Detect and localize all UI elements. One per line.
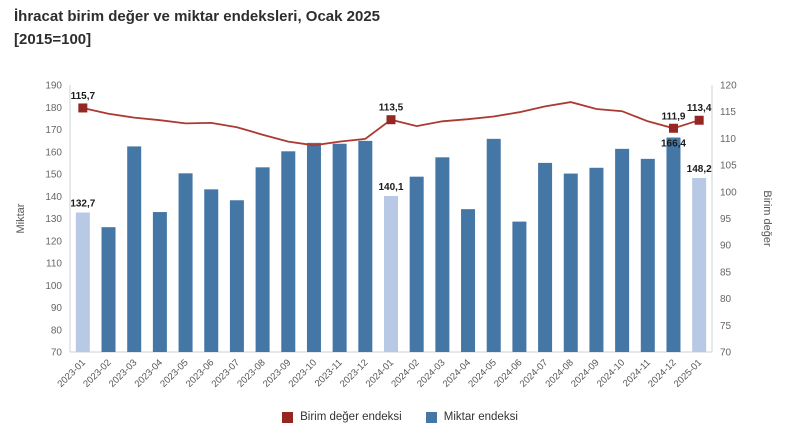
chart-title: İhracat birim değer ve miktar endeksleri… xyxy=(14,8,381,25)
bar-2024-10 xyxy=(615,148,630,352)
bar-2023-10 xyxy=(306,142,321,352)
marker-2025-01 xyxy=(694,115,704,125)
right-axis-tick: 85 xyxy=(720,267,732,278)
legend-swatch-birim-deger-icon xyxy=(282,411,294,423)
chart-title-block: İhracat birim değer ve miktar endeksleri… xyxy=(14,5,380,52)
legend-label-birim-deger: Birim değer endeksi xyxy=(300,411,402,423)
left-axis-tick: 100 xyxy=(45,281,62,292)
bar-2023-08 xyxy=(255,167,270,352)
right-axis-title: Birim değer xyxy=(761,190,773,247)
bar-2024-06 xyxy=(512,221,527,352)
left-axis-tick: 110 xyxy=(46,259,62,270)
bar-value-label: 166,4 xyxy=(661,138,686,149)
line-value-label: 111,9 xyxy=(662,111,686,122)
bar-2024-09 xyxy=(589,167,604,352)
legend-swatch-miktar-icon xyxy=(425,411,437,423)
bar-value-label: 148,2 xyxy=(687,164,712,175)
legend-item-birim-deger[interactable]: Birim değer endeksi xyxy=(282,411,402,423)
left-axis-tick: 170 xyxy=(45,125,62,136)
bar-2024-01 xyxy=(384,196,398,352)
left-axis-tick: 90 xyxy=(51,303,63,314)
chart-legend: Birim değer endeksi Miktar endeksi xyxy=(0,411,800,423)
right-axis-tick: 75 xyxy=(720,321,732,332)
left-axis-tick: 120 xyxy=(45,236,62,247)
x-axis-label: 2023-10 xyxy=(287,357,319,389)
right-axis-tick: 80 xyxy=(720,294,732,305)
bar-2023-05 xyxy=(178,173,193,352)
bar-2023-01 xyxy=(75,212,90,352)
bar-2024-11 xyxy=(640,158,655,352)
x-axis-label: 2024-10 xyxy=(595,357,627,389)
bar-2023-09 xyxy=(281,151,296,352)
bar-value-label: 132,7 xyxy=(70,198,95,209)
marker-2024-01 xyxy=(386,115,396,125)
bar-2023-04 xyxy=(152,212,167,352)
left-axis-tick: 150 xyxy=(45,170,62,181)
right-axis-tick: 110 xyxy=(720,134,736,145)
legend-label-miktar: Miktar endeksi xyxy=(443,411,518,423)
right-axis-tick: 115 xyxy=(720,107,736,118)
bar-2023-06 xyxy=(204,189,219,352)
bar-2025-01 xyxy=(692,178,707,352)
left-axis-tick: 70 xyxy=(51,348,63,359)
left-axis-tick: 190 xyxy=(45,81,62,92)
line-value-label: 115,7 xyxy=(71,91,96,102)
legend-item-miktar[interactable]: Miktar endeksi xyxy=(425,411,518,423)
chart-subtitle: [2015=100] xyxy=(14,31,92,49)
bar-value-label: 140,1 xyxy=(378,182,403,193)
left-axis-tick: 140 xyxy=(45,192,62,203)
bar-2023-03 xyxy=(127,146,142,352)
right-axis-tick: 95 xyxy=(720,214,732,225)
bar-2024-05 xyxy=(486,138,501,352)
bar-2023-07 xyxy=(229,200,244,352)
right-axis-tick: 90 xyxy=(720,241,732,252)
left-axis-tick: 160 xyxy=(45,147,62,158)
bar-2024-12 xyxy=(666,137,681,352)
bar-2024-02 xyxy=(409,176,424,352)
bar-2024-08 xyxy=(563,173,578,352)
right-axis-tick: 120 xyxy=(720,81,737,92)
bar-2023-02 xyxy=(101,227,116,352)
bar-2024-07 xyxy=(538,162,553,352)
left-axis-tick: 130 xyxy=(45,214,62,225)
line-value-label: 113,4 xyxy=(687,103,712,114)
bar-2024-03 xyxy=(435,157,450,352)
marker-2024-12 xyxy=(668,123,678,133)
line-value-label: 113,5 xyxy=(379,103,404,114)
x-axis-label: 2025-01 xyxy=(672,357,704,389)
bar-2023-11 xyxy=(332,143,347,352)
marker-2023-01 xyxy=(78,103,88,113)
right-axis-tick: 105 xyxy=(720,161,737,172)
bar-2024-04 xyxy=(461,209,476,352)
right-axis-tick: 70 xyxy=(720,348,732,359)
left-axis-tick: 180 xyxy=(45,103,62,114)
bar-2023-12 xyxy=(358,140,373,352)
right-axis-tick: 100 xyxy=(720,187,737,198)
left-axis-title: Miktar xyxy=(15,203,27,233)
left-axis-tick: 80 xyxy=(51,325,63,336)
